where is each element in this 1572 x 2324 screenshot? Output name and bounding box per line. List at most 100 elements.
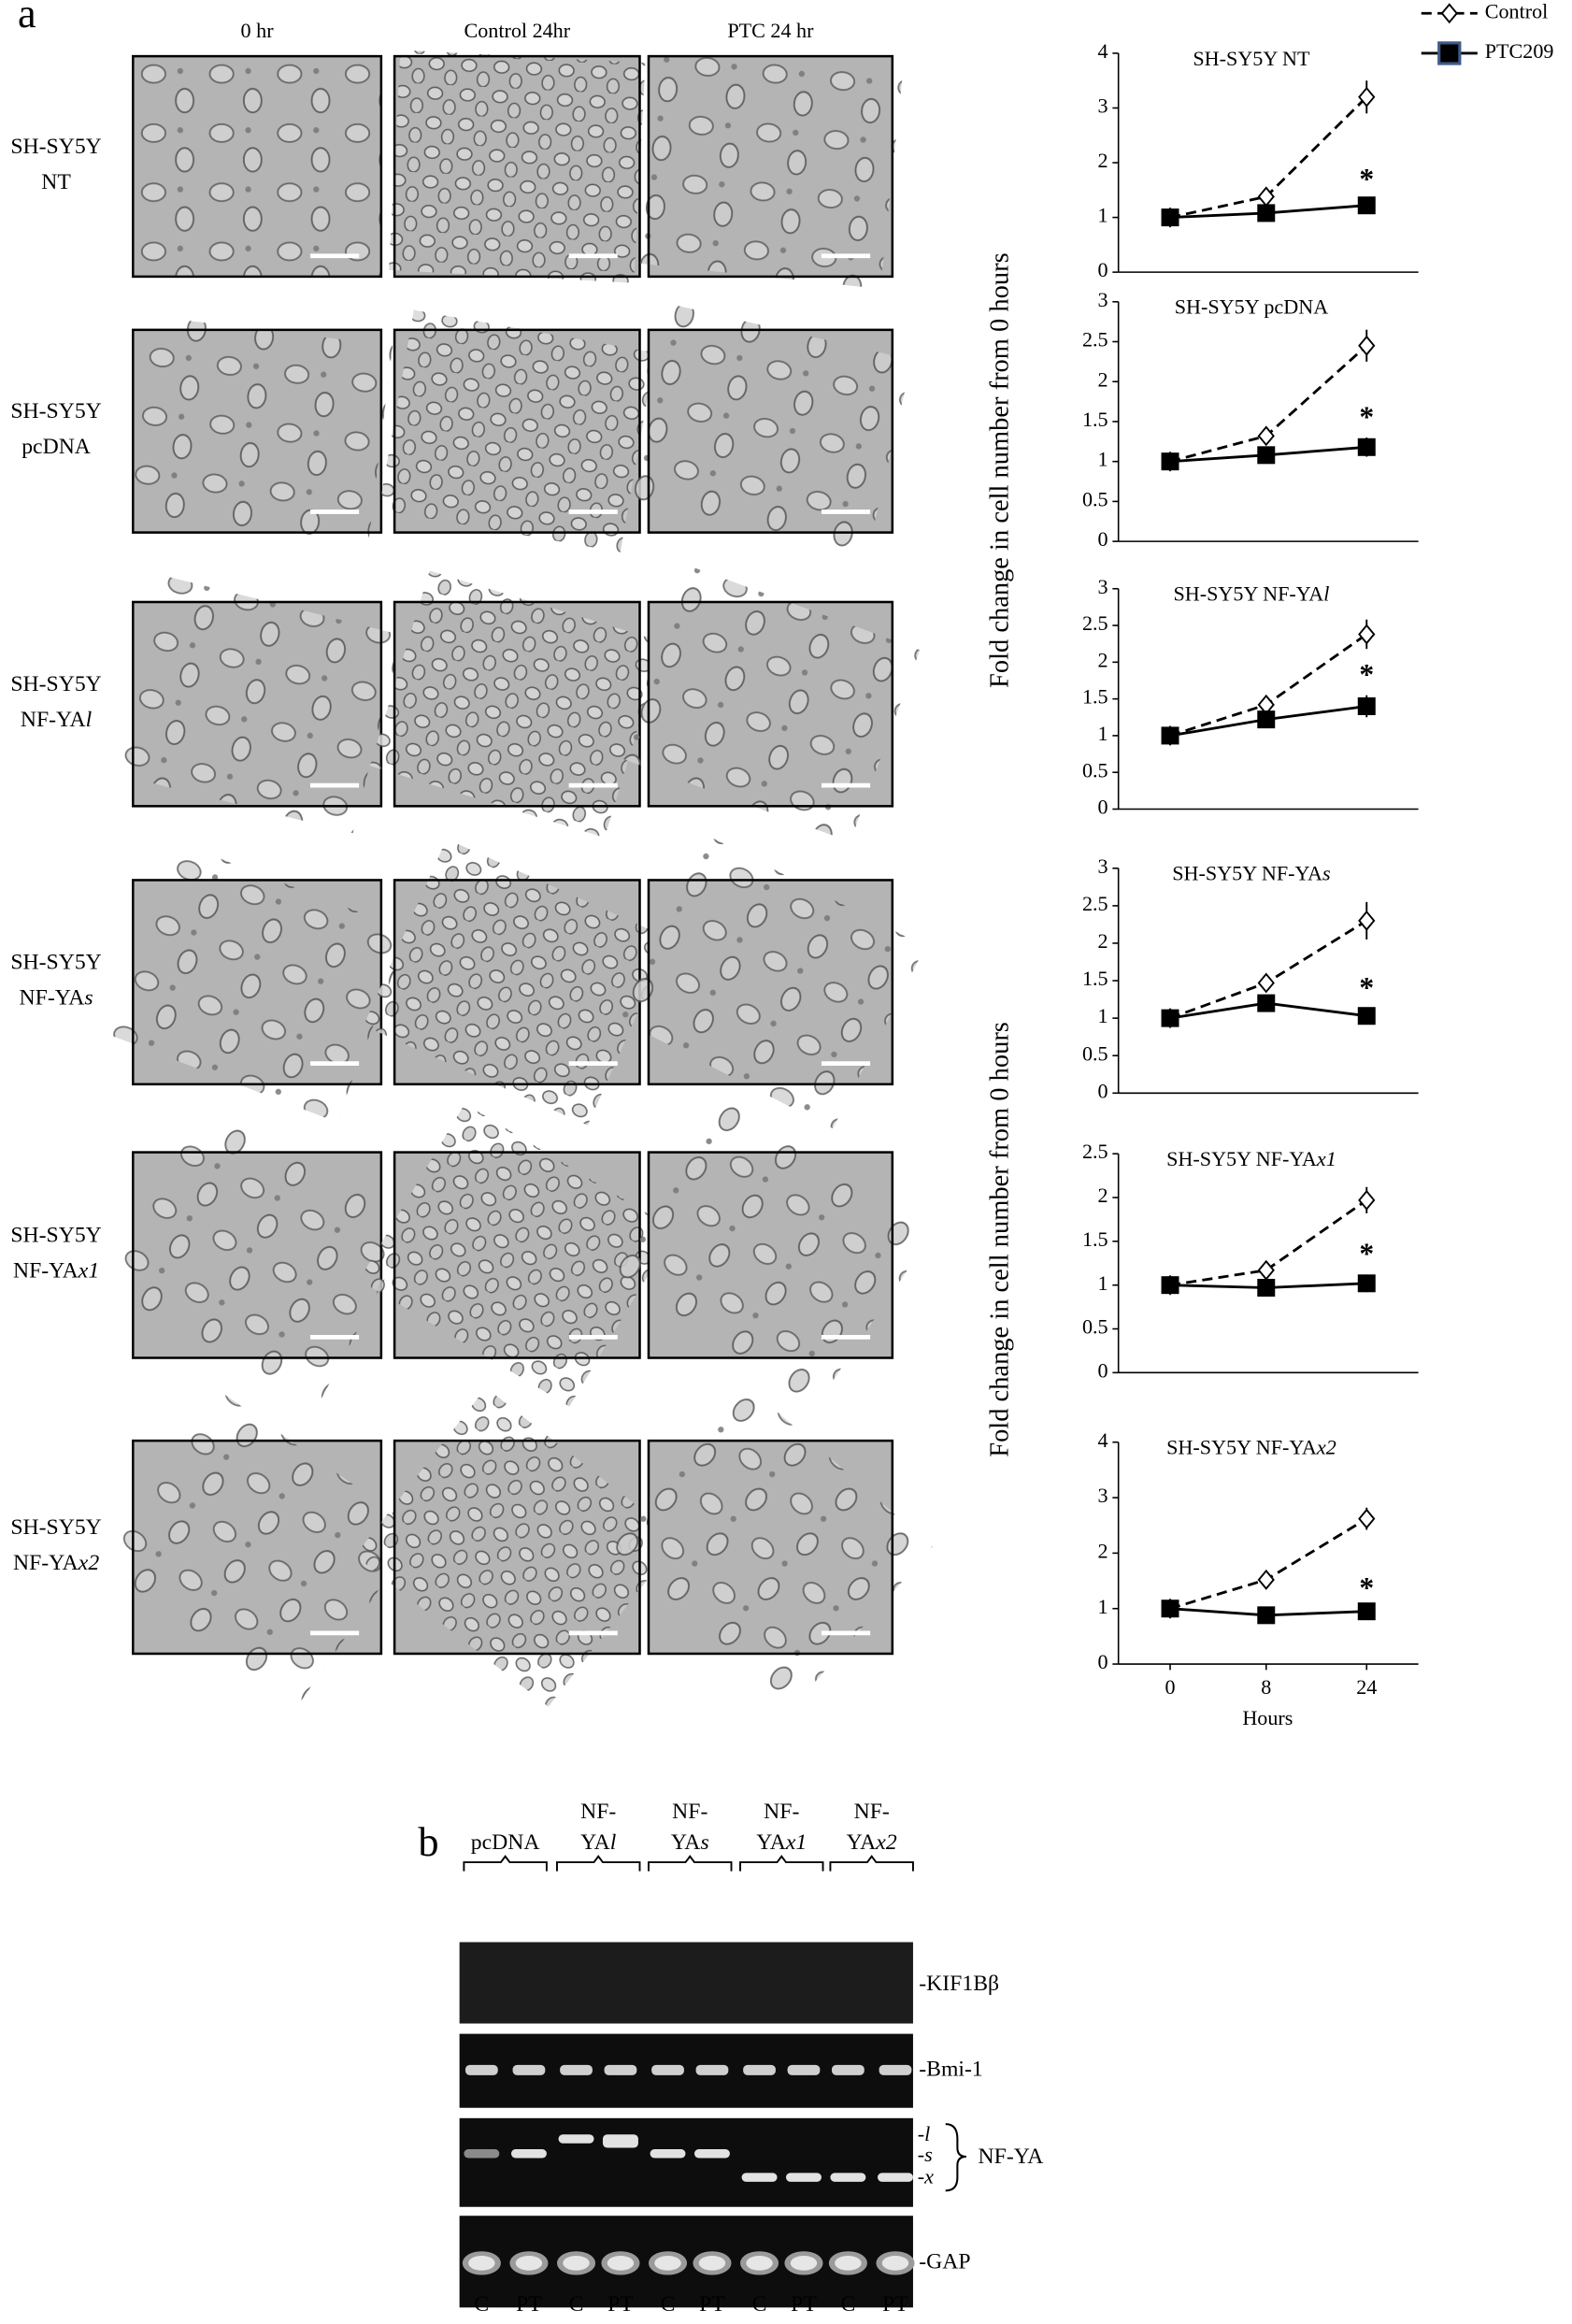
row-label: NF-YAx2 — [13, 1551, 99, 1575]
row-label-part: SH-SY5Y — [10, 135, 101, 159]
y-tick-label: 1 — [1098, 448, 1108, 471]
marker — [1357, 1602, 1376, 1621]
y-tick-label: 3 — [1098, 288, 1108, 311]
marker — [1161, 452, 1179, 471]
micrograph-cells — [611, 1101, 929, 1409]
marker — [1257, 1278, 1276, 1297]
chart-title-part: x2 — [1316, 1436, 1336, 1459]
micrograph-frame — [647, 1151, 894, 1359]
band-label-part: - — [918, 2165, 924, 2188]
y-tick-label: 0 — [1098, 1079, 1108, 1102]
lane-group-label-part: YA — [756, 1831, 786, 1856]
chart-title-part: SH-SY5Y NF-YA — [1173, 582, 1323, 606]
row-label-part: SH-SY5Y — [10, 951, 101, 975]
annotation: * — [1359, 658, 1374, 691]
marker — [1257, 204, 1276, 222]
y-tick-label: 3 — [1098, 854, 1108, 878]
chart-title-part: l — [1323, 582, 1329, 606]
y-tick-label: 0.5 — [1082, 1315, 1108, 1339]
row-label-part: SH-SY5Y — [10, 673, 101, 697]
marker — [1257, 425, 1275, 447]
lane-label: PT — [516, 2292, 542, 2317]
row-label-part: NT — [41, 170, 71, 194]
band — [741, 2173, 778, 2182]
row-label-part: NF-YA — [13, 1259, 79, 1284]
marker — [1357, 438, 1376, 456]
bracket — [739, 1855, 824, 1872]
bracket — [829, 1855, 914, 1872]
lane-group-label: NF- — [854, 1800, 890, 1824]
chart-title-part: SH-SY5Y NF-YA — [1166, 1436, 1317, 1459]
micrograph-cells — [389, 50, 646, 283]
y-tick-label: 1 — [1098, 204, 1108, 227]
row-label: SH-SY5Y — [10, 1515, 101, 1540]
y-tick-label: 2 — [1098, 1539, 1108, 1562]
annotation: * — [1359, 400, 1374, 433]
chart-title: SH-SY5Y NT — [1193, 47, 1310, 70]
lane-label: C — [569, 2292, 584, 2317]
band — [464, 2064, 498, 2075]
chart-title: SH-SY5Y NF-YAx1 — [1166, 1147, 1336, 1170]
y-tick-label: 2 — [1098, 648, 1108, 671]
y-tick-label: 0 — [1098, 796, 1108, 819]
marker — [1357, 1274, 1376, 1293]
micrograph-cells — [628, 305, 912, 558]
y-axis-label: Fold change in cell number from 0 hours — [985, 252, 1014, 688]
annotation: * — [1359, 1571, 1374, 1604]
micrograph-cells — [99, 1106, 415, 1405]
gel-row-label: NF-YA — [979, 2145, 1044, 2169]
marker — [1161, 1600, 1179, 1618]
lane-group-label: YAx2 — [847, 1831, 897, 1856]
legend-label: PTC209 — [1485, 39, 1554, 63]
micrograph-cells — [354, 1387, 679, 1707]
lane-label: C — [752, 2292, 767, 2317]
micrograph-frame — [132, 879, 383, 1086]
marker — [1358, 624, 1376, 645]
marker — [1358, 1189, 1376, 1211]
micrograph-frame — [647, 328, 894, 534]
lane-label: PT — [699, 2292, 725, 2317]
band — [879, 2064, 912, 2075]
micrograph-frame — [647, 1439, 894, 1656]
row-label-part: SH-SY5Y — [10, 1224, 101, 1248]
lane-group-label: NF- — [764, 1800, 799, 1824]
y-tick-label: 4 — [1098, 1428, 1108, 1452]
micrograph-cells — [615, 836, 926, 1129]
band-core — [563, 2255, 590, 2271]
marker — [1257, 1606, 1276, 1625]
y-tick-label: 0 — [1098, 1650, 1108, 1673]
column-header: 0 hr — [241, 19, 275, 42]
plot-background — [1118, 293, 1434, 542]
marker — [1161, 1276, 1179, 1295]
band-core — [790, 2255, 818, 2271]
band — [651, 2064, 684, 2075]
micrograph-frame — [647, 600, 894, 808]
y-tick-label: 3 — [1098, 94, 1108, 118]
chart-title-part: SH-SY5Y NT — [1193, 47, 1310, 70]
y-tick-label: 0 — [1098, 258, 1108, 281]
row-label: SH-SY5Y — [10, 135, 101, 159]
row-label: NT — [41, 170, 71, 194]
marker — [1257, 710, 1276, 729]
y-tick-label: 1.5 — [1082, 967, 1108, 990]
band-label-part: - — [918, 2143, 924, 2166]
annotation: * — [1359, 163, 1374, 195]
band — [604, 2064, 637, 2075]
y-tick-label: 0 — [1098, 1358, 1108, 1382]
marker — [1257, 446, 1276, 465]
lane-group-label-part: YA — [847, 1831, 877, 1856]
micrograph-cells — [359, 1103, 676, 1407]
y-tick-label: 2.5 — [1082, 1140, 1108, 1163]
micrograph-frame — [132, 54, 383, 279]
band-label: -s — [918, 2143, 933, 2166]
micrograph-cells — [608, 1386, 933, 1708]
micrograph-cells — [369, 570, 665, 838]
lane-group-label-part: s — [700, 1831, 708, 1856]
y-tick-label: 1.5 — [1082, 1227, 1108, 1251]
band — [602, 2134, 638, 2148]
micrograph-cells — [637, 44, 904, 289]
plot-background — [1118, 580, 1434, 810]
bracket — [556, 1855, 641, 1872]
row-label: NF-YAs — [20, 986, 93, 1011]
micrograph-frame — [132, 600, 383, 808]
